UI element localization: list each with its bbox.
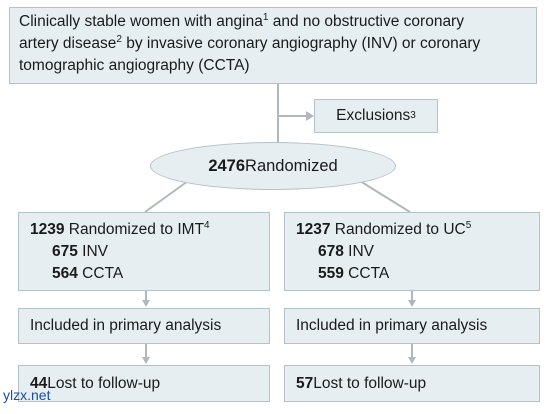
arrowhead-uc-lost	[408, 357, 416, 364]
randomized-count: 2476	[208, 156, 246, 175]
uc-lost-to-followup-box: 57 Lost to follow-up	[284, 365, 540, 402]
exclusions-box: Exclusions 3	[314, 99, 438, 133]
population-line-1: Clinically stable women with angina1 and…	[19, 11, 464, 30]
arrowhead-uc-primary	[408, 300, 416, 307]
population-line-3: tomographic angiography (CCTA)	[19, 57, 250, 74]
watermark: ylzx.net	[3, 387, 51, 403]
imt-ccta-row: 564 CCTA	[52, 265, 124, 282]
imt-inv-row: 675 INV	[52, 243, 109, 260]
arrowhead-imt-lost	[142, 357, 150, 364]
uc-ccta-row: 559 CCTA	[318, 265, 390, 282]
imt-arm-box: 1239 Randomized to IMT4 675 INV 564 CCTA	[18, 212, 270, 291]
imt-arm-title: 1239 Randomized to IMT4	[30, 219, 210, 238]
connector-randomized-to-imt	[144, 180, 189, 213]
uc-inv-row: 678 INV	[318, 243, 375, 260]
uc-arm-box: 1237 Randomized to UC5 678 INV 559 CCTA	[284, 212, 540, 291]
uc-arm-title: 1237 Randomized to UC5	[296, 219, 472, 238]
imt-primary-analysis-box: Included in primary analysis	[18, 308, 270, 344]
randomized-label: Randomized	[245, 156, 338, 175]
population-line-2: artery disease2 by invasive coronary ang…	[19, 33, 481, 52]
uc-primary-analysis-box: Included in primary analysis	[284, 308, 540, 344]
arrowhead-imt-primary	[142, 300, 150, 307]
connector-randomized-to-uc	[359, 180, 411, 213]
arrowhead-exclusions	[306, 111, 314, 121]
randomized-ellipse: 2476 Randomized	[150, 142, 396, 190]
imt-lost-to-followup-box: 44 Lost to follow-up	[18, 365, 270, 402]
population-box: Clinically stable women with angina1 and…	[9, 7, 537, 84]
